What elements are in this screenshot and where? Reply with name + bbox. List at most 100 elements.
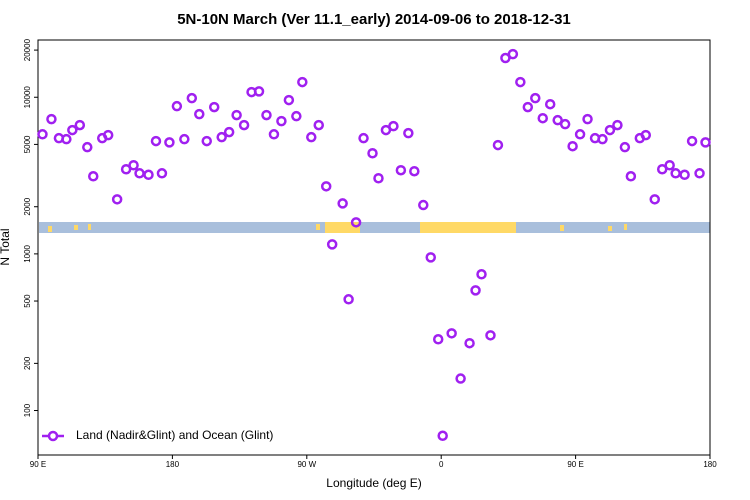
- data-point: [656, 163, 668, 175]
- data-point: [111, 194, 123, 205]
- data-point: [194, 108, 205, 120]
- data-point: [291, 110, 302, 122]
- x-tick-label: 90 W: [297, 460, 316, 469]
- data-point: [388, 120, 399, 132]
- data-point: [343, 294, 354, 305]
- data-point: [552, 114, 563, 126]
- y-tick-label: 2000: [23, 197, 32, 215]
- land-band: [325, 222, 360, 233]
- data-point: [231, 109, 242, 121]
- data-point: [574, 129, 586, 140]
- data-point: [446, 328, 457, 339]
- data-point: [470, 285, 481, 296]
- data-point: [649, 194, 660, 205]
- data-point: [337, 198, 348, 209]
- data-point: [102, 129, 114, 141]
- x-tick-label: 90 E: [567, 460, 583, 469]
- data-point: [61, 133, 72, 145]
- y-tick-label: 20000: [23, 38, 32, 61]
- data-point: [700, 137, 711, 148]
- x-axis-label: Longitude (deg E): [326, 476, 421, 490]
- y-tick-label: 10000: [23, 86, 32, 109]
- y-tick-label: 5000: [23, 135, 32, 153]
- data-point: [455, 373, 466, 384]
- data-point: [306, 131, 317, 143]
- data-point: [216, 131, 227, 143]
- data-point: [201, 135, 212, 147]
- data-point: [268, 129, 280, 140]
- land-band: [316, 224, 320, 230]
- data-point: [238, 119, 250, 131]
- data-point: [313, 119, 324, 131]
- data-point: [530, 92, 541, 104]
- data-point: [640, 129, 652, 141]
- data-point: [597, 133, 608, 145]
- data-point: [380, 124, 392, 136]
- data-point: [128, 160, 139, 171]
- data-point: [619, 141, 631, 153]
- data-point: [82, 141, 93, 153]
- data-point: [492, 139, 504, 151]
- data-point: [74, 119, 86, 131]
- data-point: [485, 330, 496, 341]
- data-point: [297, 76, 308, 88]
- data-point: [567, 140, 578, 152]
- data-point: [156, 168, 168, 179]
- chart-title: 5N-10N March (Ver 11.1_early) 2014-09-06…: [177, 11, 571, 28]
- y-tick-label: 1000: [23, 244, 32, 262]
- legend-label: Land (Nadir&Glint) and Ocean (Glint): [76, 428, 273, 442]
- data-point: [582, 113, 593, 125]
- plot-frame: [37, 39, 711, 456]
- data-point: [171, 100, 183, 112]
- y-tick-label: 100: [23, 403, 32, 417]
- land-band: [74, 225, 78, 230]
- data-point: [544, 98, 556, 110]
- data-point: [612, 119, 623, 131]
- data-point: [373, 172, 384, 184]
- y-axis-label: N Total: [0, 228, 12, 265]
- data-point: [409, 165, 420, 177]
- data-point: [437, 430, 448, 442]
- data-point: [223, 126, 235, 138]
- y-tick-label: 500: [23, 294, 32, 308]
- data-point: [261, 109, 272, 121]
- data-point: [186, 92, 198, 104]
- land-band: [560, 225, 564, 231]
- data-point: [694, 168, 705, 179]
- data-point: [276, 115, 287, 127]
- data-point: [88, 171, 99, 182]
- data-point: [522, 101, 534, 113]
- data-point: [150, 135, 162, 147]
- data-point: [350, 217, 362, 228]
- x-tick-label: 180: [703, 460, 717, 469]
- data-point: [143, 169, 154, 181]
- x-tick-label: 0: [439, 460, 444, 469]
- data-point: [358, 132, 369, 144]
- legend-swatch-marker: [47, 430, 59, 442]
- data-point: [418, 199, 429, 211]
- ocean-band: [39, 222, 710, 233]
- data-point: [604, 124, 616, 136]
- land-band: [624, 224, 627, 230]
- data-point: [515, 76, 526, 88]
- land-band: [88, 224, 91, 230]
- data-point: [67, 124, 78, 136]
- data-point: [464, 337, 475, 349]
- y-tick-label: 200: [23, 356, 32, 370]
- land-ocean-band: [39, 222, 710, 233]
- data-point: [367, 148, 378, 159]
- land-band: [48, 226, 52, 232]
- data-point: [432, 334, 444, 345]
- data-point: [559, 118, 571, 130]
- data-point: [326, 239, 338, 250]
- data-point: [686, 135, 698, 147]
- data-point: [37, 129, 48, 140]
- data-point: [507, 48, 519, 60]
- x-tick-label: 180: [166, 460, 180, 469]
- data-point: [208, 101, 220, 113]
- data-point: [179, 133, 190, 145]
- data-point: [664, 160, 675, 171]
- data-point: [537, 112, 548, 124]
